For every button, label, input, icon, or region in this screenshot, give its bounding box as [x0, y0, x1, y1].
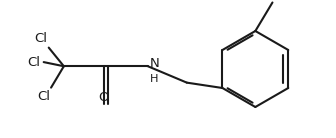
Text: Cl: Cl — [37, 90, 50, 103]
Text: Cl: Cl — [34, 32, 47, 45]
Text: N: N — [150, 57, 159, 70]
Text: Cl: Cl — [27, 56, 40, 69]
Text: O: O — [98, 91, 109, 104]
Text: H: H — [150, 74, 158, 84]
